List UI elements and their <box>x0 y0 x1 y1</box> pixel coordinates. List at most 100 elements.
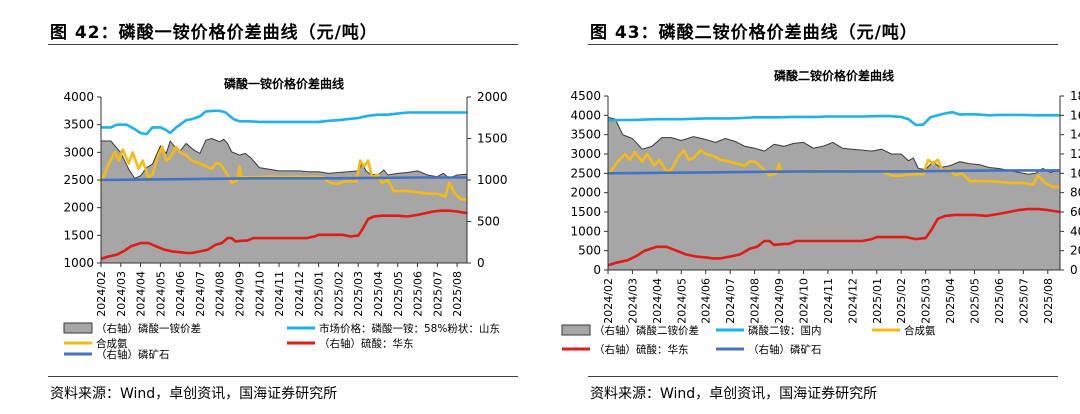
x-tick-label: 2024/12 <box>846 278 859 324</box>
legend-label: 合成氨 <box>96 337 128 350</box>
x-tick-label: 2024/12 <box>293 271 306 317</box>
x-tick-label: 2024/09 <box>773 278 786 324</box>
chart-43: 磷酸二铵价格价差曲线050010001500200025003000350040… <box>561 68 1080 356</box>
x-tick-label: 2024/02 <box>95 271 108 317</box>
left-tick-label: 3000 <box>63 145 94 159</box>
right-tick-label: 800 <box>1070 186 1080 200</box>
figure-title: 图 43：磷酸二铵价格价差曲线（元/吨） <box>590 23 918 43</box>
x-tick-label: 2024/03 <box>626 278 639 324</box>
left-tick-label: 4000 <box>570 108 601 122</box>
legend-swatch-area <box>561 324 591 336</box>
source-rule <box>588 376 1058 377</box>
chart-title: 磷酸一铵价格价差曲线 <box>224 76 344 91</box>
x-tick-label: 2025/05 <box>968 278 981 324</box>
left-tick-label: 2500 <box>63 173 94 187</box>
x-tick-label: 2024/10 <box>253 271 266 317</box>
source-note: 资料来源：Wind，卓创资讯，国海证券研究所 <box>590 386 878 402</box>
left-tick-label: 3500 <box>570 128 601 142</box>
x-tick-label: 2025/04 <box>944 278 957 324</box>
left-tick-label: 500 <box>578 244 601 258</box>
left-tick-label: 1000 <box>63 256 94 270</box>
x-tick-label: 2024/05 <box>675 278 688 324</box>
x-tick-label: 2024/11 <box>822 278 835 324</box>
x-tick-label: 2024/04 <box>651 278 664 324</box>
x-tick-label: 2024/11 <box>273 271 286 317</box>
x-tick-label: 2024/04 <box>135 271 148 317</box>
x-tick-label: 2025/06 <box>993 278 1006 324</box>
left-tick-label: 1000 <box>570 224 601 238</box>
x-tick-label: 2025/06 <box>412 271 425 317</box>
right-tick-label: 1000 <box>1070 166 1080 180</box>
series-line-4 <box>100 176 467 182</box>
title-rule <box>588 44 1058 45</box>
right-tick-label: 500 <box>477 215 500 229</box>
x-tick-label: 2025/03 <box>352 271 365 317</box>
legend-label: （右轴）磷酸一铵价差 <box>96 322 201 335</box>
figure-42-panel: 图 42：磷酸一铵价格价差曲线（元/吨） 磷酸一铵价格价差曲线 1000 1500 2… <box>48 23 518 402</box>
series-line-3 <box>607 207 1061 267</box>
legend-label: 磷酸二铵：国内 <box>748 324 822 337</box>
right-tick-label: 2000 <box>477 90 508 104</box>
left-tick-label: 4500 <box>570 89 601 103</box>
legend-label: （右轴）磷矿石 <box>748 343 822 356</box>
x-tick-label: 2025/03 <box>920 278 933 324</box>
x-tick-label: 2025/01 <box>871 278 884 324</box>
x-tick-label: 2024/03 <box>115 271 128 317</box>
x-tick-label: 2024/07 <box>194 271 207 317</box>
legend-label: （右轴）磷矿石 <box>96 348 170 361</box>
legend-label: 市场价格：磷酸一铵：58%粉状：山东 <box>319 322 500 335</box>
right-tick-label: 1800 <box>1070 89 1080 103</box>
left-tick-label: 4000 <box>63 90 94 104</box>
chart-title: 磷酸二铵价格价差曲线 <box>774 68 894 83</box>
series-line-1 <box>607 110 1060 127</box>
x-tick-label: 2024/05 <box>154 271 167 317</box>
series-line-4 <box>607 169 1060 175</box>
right-tick-label: 400 <box>1070 224 1080 238</box>
left-tick-label: 2000 <box>570 186 601 200</box>
x-tick-label: 2024/06 <box>174 271 187 317</box>
x-tick-label: 2025/01 <box>313 271 326 317</box>
left-tick-label: 1500 <box>570 205 601 219</box>
right-tick-label: 200 <box>1070 244 1080 258</box>
series-line-2 <box>99 145 467 201</box>
source-note: 资料来源：Wind，卓创资讯，国海证券研究所 <box>50 386 338 402</box>
legend-label: （右轴）硫酸：华东 <box>319 337 414 350</box>
x-tick-label: 2025/07 <box>1017 278 1030 324</box>
series-line-1 <box>101 109 467 136</box>
left-tick-label: 2000 <box>63 201 94 215</box>
x-tick-label: 2025/08 <box>451 271 464 317</box>
x-tick-label: 2024/02 <box>602 278 615 324</box>
x-tick-label: 2025/08 <box>1042 278 1055 324</box>
source-rule <box>48 376 518 377</box>
right-tick-label: 0 <box>1070 263 1078 277</box>
series-line-3 <box>100 209 468 261</box>
chart-42: 磷酸一铵价格价差曲线 1000 1500 2000 2500 3000 3500 4000 0 5… <box>63 76 508 361</box>
x-tick-label: 2024/10 <box>797 278 810 324</box>
series-area-spread <box>607 116 1061 271</box>
legend-label: （右轴）硫酸：华东 <box>594 343 689 356</box>
x-tick-label: 2024/06 <box>700 278 713 324</box>
right-tick-label: 1000 <box>477 173 508 187</box>
left-tick-label: 3000 <box>570 147 601 161</box>
right-tick-label: 1500 <box>477 132 508 146</box>
x-tick-label: 2025/05 <box>392 271 405 317</box>
left-tick-label: 3500 <box>63 118 94 132</box>
x-tick-label: 2025/02 <box>895 278 908 324</box>
legend-label: 合成氨 <box>904 324 936 337</box>
title-rule <box>48 44 518 45</box>
series-area-spread <box>100 137 468 264</box>
figure-title: 图 42：磷酸一铵价格价差曲线（元/吨） <box>50 23 378 43</box>
legend-swatch-area <box>63 322 93 334</box>
right-tick-label: 600 <box>1070 205 1080 219</box>
left-tick-label: 0 <box>593 263 601 277</box>
x-tick-label: 2024/08 <box>749 278 762 324</box>
x-tick-label: 2024/07 <box>724 278 737 324</box>
x-tick-label: 2024/09 <box>233 271 246 317</box>
legend-label: （右轴）磷酸二铵价差 <box>594 324 699 337</box>
right-tick-label: 1200 <box>1070 147 1080 161</box>
left-tick-label: 2500 <box>570 166 601 180</box>
right-tick-label: 1400 <box>1070 128 1080 142</box>
x-tick-label: 2025/07 <box>431 271 444 317</box>
figure-43-panel: 图 43：磷酸二铵价格价差曲线（元/吨） 磷酸二铵价格价差曲线 0 500 1000 1… <box>540 0 1080 414</box>
x-tick-label: 2025/04 <box>372 271 385 317</box>
